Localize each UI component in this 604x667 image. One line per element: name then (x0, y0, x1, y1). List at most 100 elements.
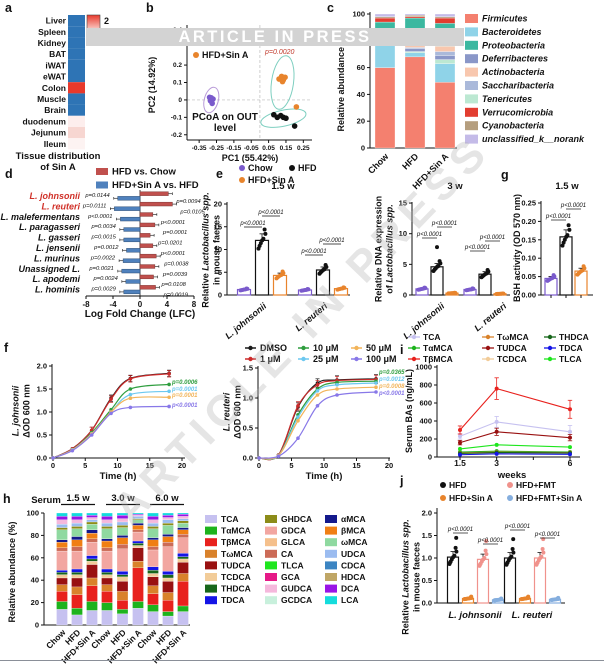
legend-label: LCA (341, 595, 358, 605)
stack-segment (56, 524, 68, 528)
stack-segment (162, 517, 174, 520)
data-point (278, 273, 283, 278)
p-value: p<0.0001 (171, 403, 198, 409)
growth-point (315, 389, 320, 393)
lfc-bar-negative (122, 258, 141, 263)
stack-segment (177, 512, 189, 515)
stack-segment (71, 539, 83, 547)
label: 5 (289, 461, 293, 470)
stack-segment (374, 17, 396, 23)
heatmap-cell (68, 15, 85, 27)
legend-swatch (465, 134, 478, 144)
panel-d-label: d (5, 167, 13, 181)
legend-label: Actinobacteria (481, 67, 545, 77)
data-point (576, 271, 581, 276)
stack-segment (132, 547, 144, 562)
stack-segment (86, 529, 98, 534)
stack-segment (56, 574, 68, 579)
data-point (483, 548, 488, 553)
stack-segment (86, 577, 98, 586)
stack-segment (101, 550, 113, 570)
legend-swatch (265, 538, 277, 547)
category-label: L. reuteri (512, 610, 553, 621)
ba-line (459, 421, 571, 437)
stack-segment (86, 564, 98, 579)
p-value: p<0.0001 (318, 238, 344, 244)
label: 0.25 (521, 199, 536, 208)
stack-segment (434, 17, 456, 24)
stack-segment (56, 591, 68, 602)
stack-segment (162, 519, 174, 524)
p-value: p=0.0021 (88, 266, 113, 272)
stack-segment (101, 538, 113, 542)
data-point (469, 594, 474, 599)
legend-label: Bacteroidetes (482, 27, 542, 37)
stack-segment (132, 518, 144, 520)
growth-point (296, 404, 300, 408)
tissue-label: eWAT (43, 72, 67, 82)
stack-segment (71, 536, 83, 541)
stack-segment (71, 528, 83, 537)
growth-point (296, 436, 300, 440)
stack-segment (147, 516, 159, 520)
stack-segment (116, 512, 129, 516)
stack-segment (71, 608, 83, 616)
stack-segment (147, 528, 159, 538)
e-left-ylabel-pre: Relative (200, 270, 211, 308)
legend-swatch (465, 40, 478, 50)
legend-label: HFD+Sin A vs. HFD (112, 180, 199, 191)
tissue-label: Jejunum (31, 128, 66, 138)
p-value: p=0.0020 (264, 49, 294, 56)
tissue-label: BAT (49, 49, 67, 59)
legend-label: CA (281, 549, 293, 559)
label: 1.5 (37, 385, 47, 394)
stack-segment (374, 67, 396, 149)
stack-segment (434, 63, 456, 83)
stack-segment (71, 577, 83, 588)
growth-point (374, 390, 378, 394)
data-point (463, 597, 467, 602)
label: 15 (399, 199, 407, 208)
growth-point (276, 454, 281, 458)
stack-segment (116, 571, 129, 575)
data-point (244, 286, 249, 291)
panel-i-label: i (400, 343, 404, 357)
stack-segment (177, 520, 189, 524)
data-point (478, 562, 482, 567)
growth-point (167, 389, 171, 394)
stack-segment (132, 561, 144, 569)
stack-segment (162, 581, 174, 593)
p-value: p=0.0034 (90, 224, 115, 230)
legend-label: TLCA (281, 560, 304, 570)
lfc-bar-positive (139, 264, 156, 269)
stack-segment (404, 15, 426, 17)
growth-point (167, 382, 171, 387)
heatmap-cell (68, 115, 85, 127)
stack-segment (71, 614, 83, 626)
growth-point (70, 448, 75, 453)
legend-swatch (205, 573, 217, 581)
h-y-axis-label: Relative abundance (%) (6, 521, 17, 623)
label: 0.20 (521, 217, 536, 226)
legend-swatch (465, 94, 478, 104)
legend-label: Verrucomicrobia (482, 107, 553, 117)
tissue-label: iWAT (45, 60, 66, 70)
legend-dot (193, 52, 199, 58)
label: -0.05 (244, 145, 259, 152)
j-ylabel-italic: Lactobacillus spp. (400, 519, 411, 598)
stack-segment (404, 13, 426, 16)
data-point (454, 549, 459, 554)
data-point (485, 267, 490, 272)
growth-curve (52, 405, 170, 459)
legend-label: TDCA (221, 595, 245, 605)
lfc-bar-negative (117, 196, 141, 201)
e-left-ylabel-line1: Relative Lactobacillus spp. (201, 192, 212, 308)
stack-segment (132, 540, 144, 544)
growth-curve (52, 372, 170, 459)
legend-label: TαMCA (221, 526, 251, 536)
stack-segment (56, 529, 68, 541)
growth-point (109, 411, 113, 416)
heatmap-cell (68, 48, 85, 60)
stack-segment (86, 585, 98, 602)
